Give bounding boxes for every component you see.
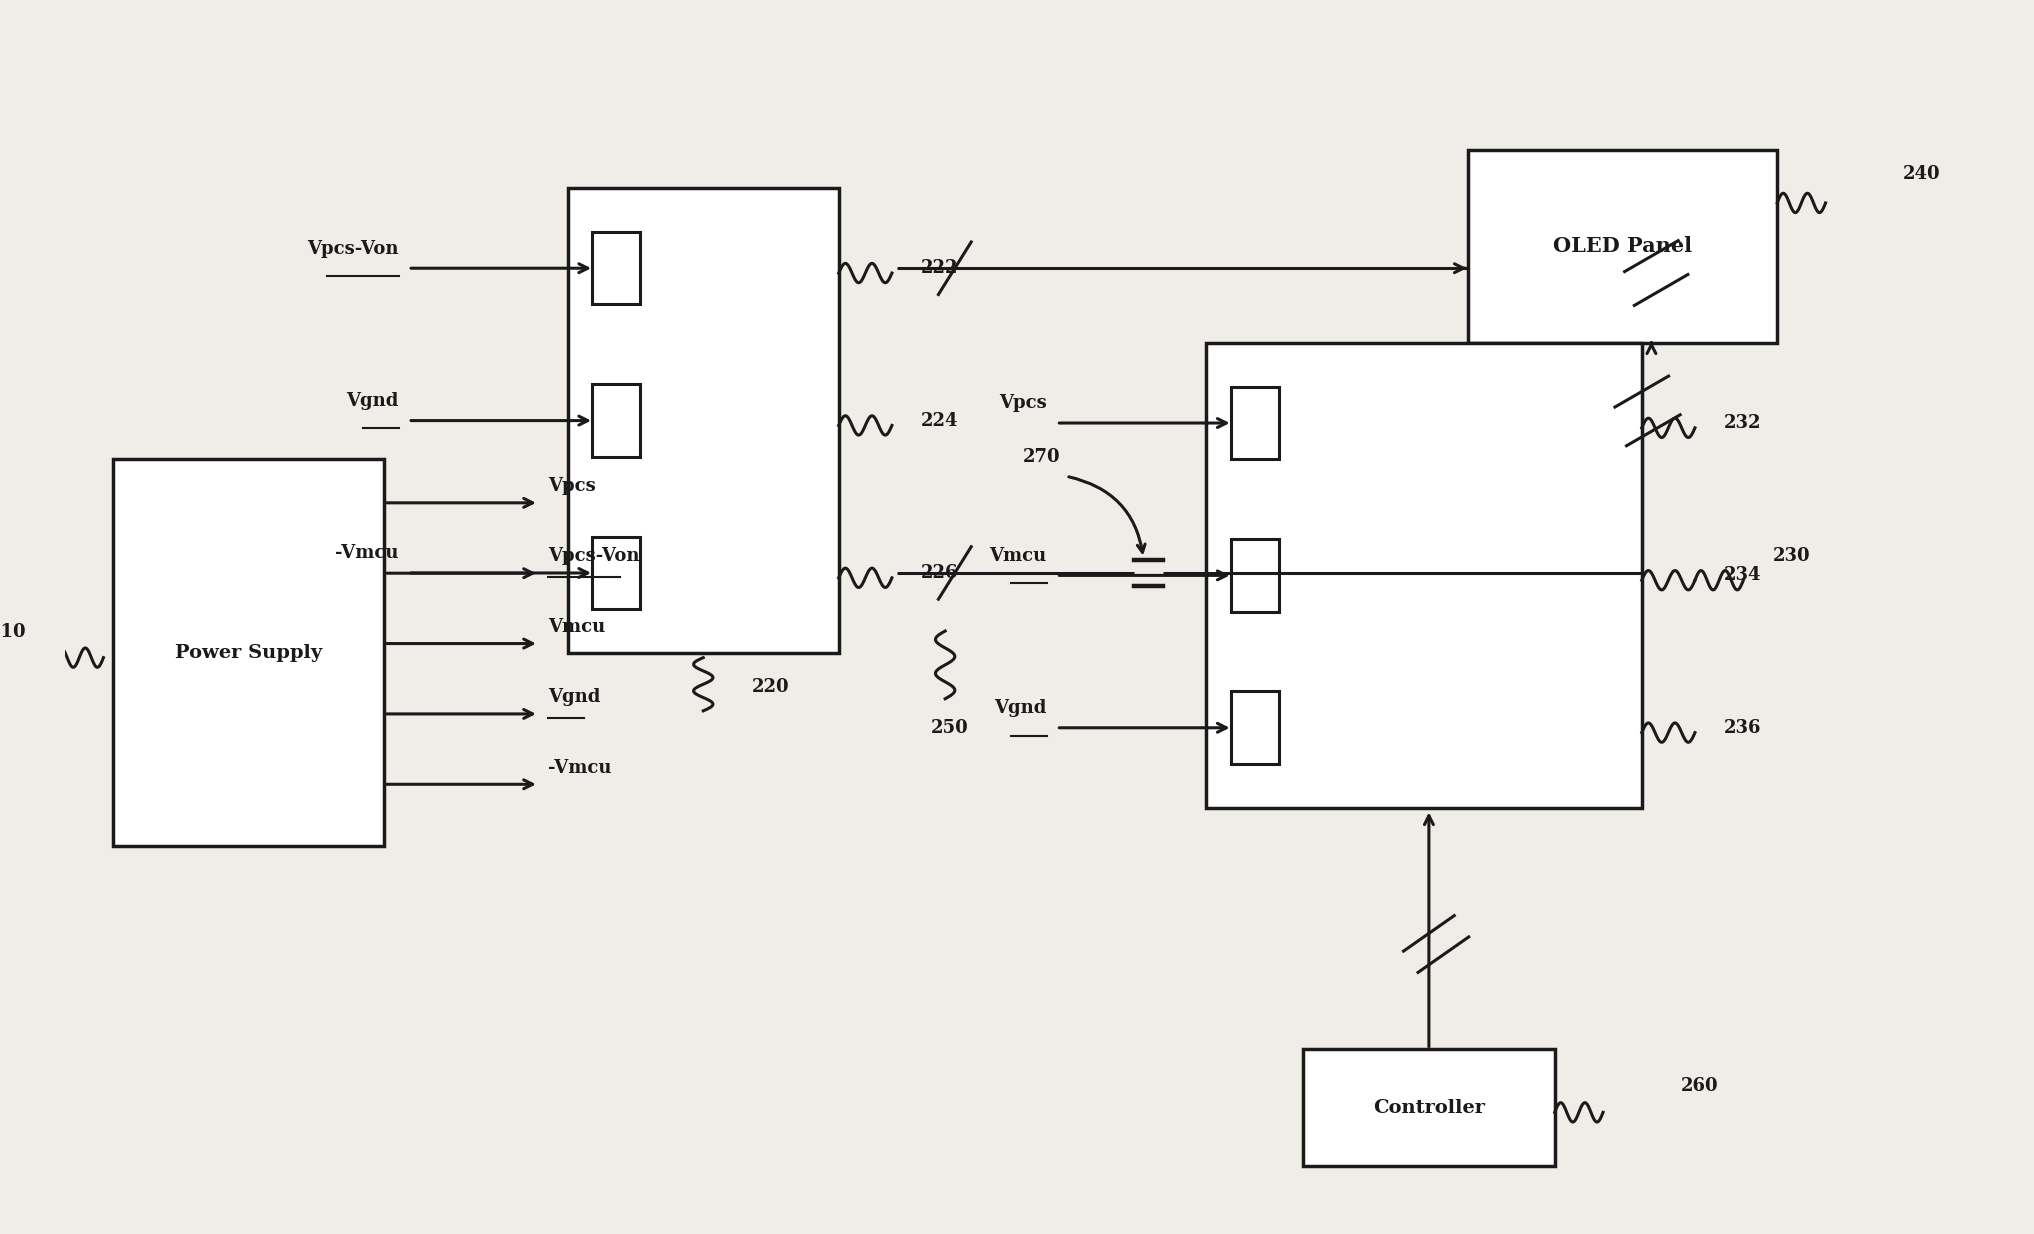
Text: 232: 232: [1725, 415, 1761, 432]
Text: Vmcu: Vmcu: [989, 547, 1048, 565]
Bar: [1231, 691, 1279, 764]
Bar: [592, 384, 641, 457]
Text: Vpcs-Von: Vpcs-Von: [549, 548, 641, 565]
Bar: [1231, 386, 1279, 459]
Text: Vgnd: Vgnd: [549, 689, 600, 706]
Text: Vgnd: Vgnd: [995, 700, 1048, 717]
Bar: [567, 189, 838, 653]
Text: 234: 234: [1725, 566, 1761, 585]
Text: OLED Panel: OLED Panel: [1552, 237, 1692, 257]
Text: 250: 250: [932, 718, 968, 737]
Text: 260: 260: [1680, 1077, 1719, 1096]
Text: 230: 230: [1772, 547, 1810, 565]
Text: 210: 210: [0, 622, 26, 640]
Bar: [1206, 343, 1641, 807]
Text: 270: 270: [1023, 448, 1060, 466]
Text: 224: 224: [921, 412, 958, 429]
Text: Vmcu: Vmcu: [549, 618, 606, 636]
Text: 226: 226: [921, 564, 958, 582]
Bar: [114, 459, 384, 847]
Text: 240: 240: [1904, 165, 1940, 183]
Text: Power Supply: Power Supply: [175, 644, 321, 661]
Text: Vpcs: Vpcs: [549, 478, 596, 495]
Bar: [1469, 149, 1778, 343]
Text: 222: 222: [921, 259, 958, 278]
Text: Vgnd: Vgnd: [346, 392, 399, 410]
Text: -Vmcu: -Vmcu: [336, 544, 399, 563]
Text: 236: 236: [1725, 718, 1761, 737]
Text: 220: 220: [753, 677, 789, 696]
Text: Vpcs: Vpcs: [999, 395, 1048, 412]
Bar: [1231, 539, 1279, 612]
Bar: [592, 232, 641, 305]
Text: Controller: Controller: [1373, 1098, 1485, 1117]
Bar: [1304, 1049, 1554, 1166]
Bar: [592, 537, 641, 610]
Text: -Vmcu: -Vmcu: [549, 759, 612, 776]
Text: Vpcs-Von: Vpcs-Von: [307, 239, 399, 258]
